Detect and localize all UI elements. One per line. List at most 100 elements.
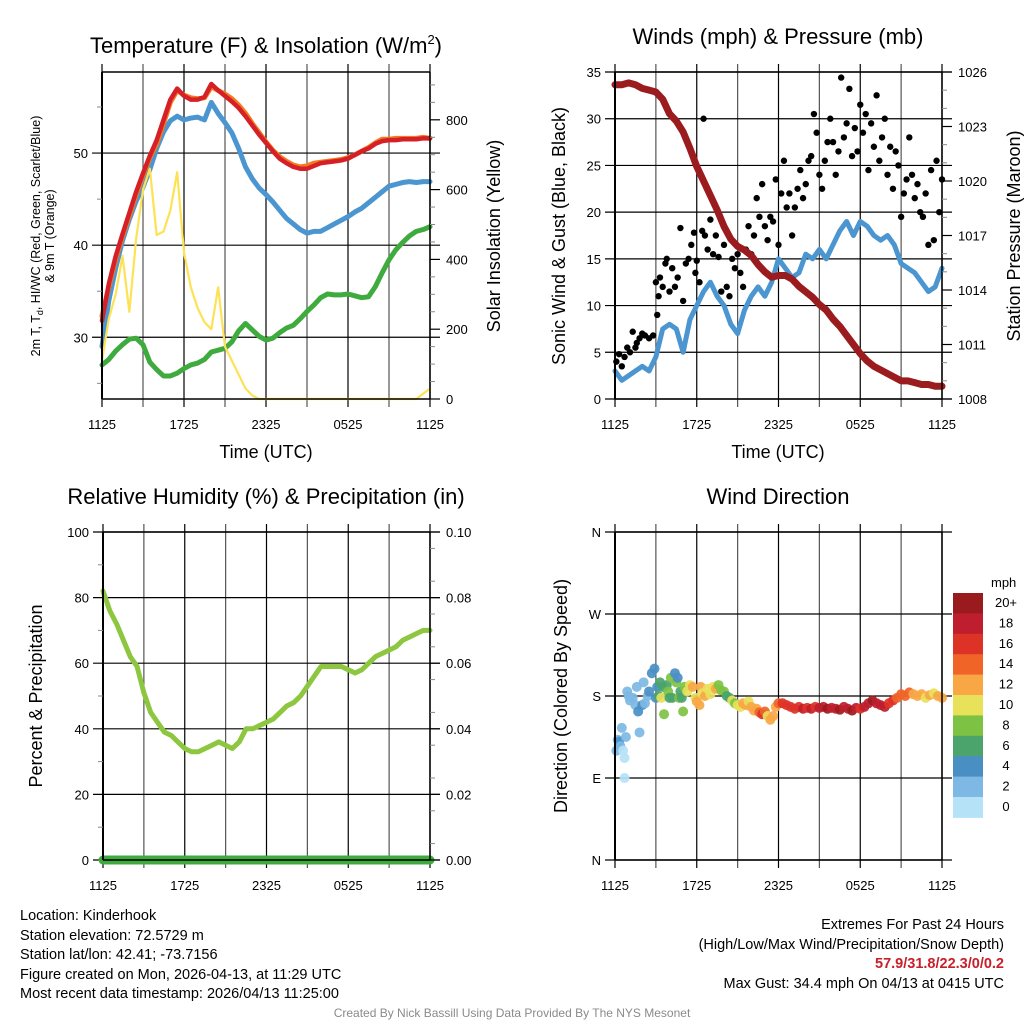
x-tick-label: 1125 bbox=[601, 417, 629, 432]
legend-swatch bbox=[953, 674, 983, 696]
gust-point bbox=[659, 283, 666, 291]
legend-label: 8 bbox=[1002, 717, 1009, 732]
pressure-y-axis-label: Station Pressure (Maroon) bbox=[1004, 130, 1024, 341]
y-tick-label: W bbox=[589, 607, 602, 622]
x-tick-label: 2325 bbox=[764, 878, 793, 893]
gust-point bbox=[797, 166, 804, 174]
wind-direction-point bbox=[649, 663, 660, 674]
gust-point bbox=[745, 222, 752, 230]
gust-point bbox=[690, 229, 698, 236]
humidity-title: Relative Humidity (%) & Precipitation (i… bbox=[67, 484, 464, 509]
legend-swatch bbox=[953, 654, 983, 676]
legend-swatch bbox=[953, 593, 983, 614]
temperature-title: Temperature (F) & Insolation (W/m2) bbox=[90, 32, 442, 58]
winds-y-axis-label: Sonic Wind & Gust (Blue, Black) bbox=[549, 107, 569, 365]
sonic-wind-line bbox=[612, 218, 945, 383]
gust-point bbox=[917, 208, 924, 216]
gust-point bbox=[846, 85, 853, 93]
y-tick-label: 60 bbox=[75, 656, 89, 671]
x-tick-label: 2325 bbox=[252, 878, 281, 893]
gust-point bbox=[707, 216, 714, 223]
gust-point bbox=[829, 138, 837, 146]
wind-direction-point bbox=[687, 681, 698, 692]
gust-point bbox=[786, 190, 793, 197]
gust-point bbox=[892, 148, 899, 155]
wind-direction-point bbox=[619, 752, 630, 763]
gust-point bbox=[669, 265, 676, 272]
y-tick-label: 20 bbox=[587, 205, 601, 220]
gust-point bbox=[808, 152, 815, 160]
legend-label: 0 bbox=[1002, 799, 1009, 814]
gust-point bbox=[671, 283, 679, 291]
gust-point bbox=[666, 288, 673, 295]
location-text: Location: Kinderhook bbox=[20, 908, 157, 924]
wind-direction-point bbox=[672, 672, 683, 683]
gust-point bbox=[914, 180, 921, 188]
x-tick-label: 1125 bbox=[89, 878, 117, 893]
y-tick-label: 30 bbox=[74, 330, 88, 345]
gust-point bbox=[688, 241, 695, 249]
wind-direction-point bbox=[616, 722, 627, 733]
wind-direction-point bbox=[694, 700, 705, 711]
gust-point bbox=[712, 232, 720, 239]
legend-swatch bbox=[953, 797, 983, 818]
gust-point bbox=[936, 208, 943, 216]
y2-tick-label: 200 bbox=[446, 322, 468, 337]
gust-point bbox=[805, 157, 812, 164]
gust-point bbox=[685, 255, 692, 263]
x-tick-label: 1125 bbox=[416, 417, 444, 432]
station-info: Location: Kinderhook Station elevation: … bbox=[20, 907, 341, 1005]
y2-tick-label: 0.10 bbox=[446, 525, 471, 540]
y-tick-label: 25 bbox=[587, 158, 601, 173]
gust-point bbox=[857, 101, 864, 108]
y-tick-label: 0 bbox=[594, 392, 601, 407]
gust-point bbox=[764, 236, 771, 244]
gust-point bbox=[679, 297, 687, 305]
gust-point bbox=[720, 241, 728, 249]
gust-point bbox=[778, 190, 785, 197]
gust-point bbox=[692, 269, 699, 277]
gust-point bbox=[780, 157, 788, 164]
dewpoint-line bbox=[99, 224, 433, 379]
wind-direction-point bbox=[644, 686, 655, 697]
x-tick-label: 0525 bbox=[334, 417, 363, 432]
gust-point bbox=[704, 246, 711, 253]
gust-point bbox=[655, 293, 662, 300]
winds-marks bbox=[611, 74, 946, 390]
x-tick-label: 1725 bbox=[682, 878, 711, 893]
gust-point bbox=[788, 232, 796, 239]
y-tick-label: 30 bbox=[587, 112, 601, 127]
gust-point bbox=[919, 213, 927, 221]
humidity-y-axis-label: Percent & Precipitation bbox=[26, 604, 46, 787]
gust-point bbox=[772, 176, 779, 183]
gust-point bbox=[791, 204, 799, 211]
y2-tick-label: 1023 bbox=[958, 120, 987, 135]
gust-point bbox=[794, 185, 801, 192]
gust-point bbox=[876, 157, 883, 164]
x-tick-label: 0525 bbox=[846, 878, 875, 893]
y2-tick-label: 1017 bbox=[958, 229, 987, 244]
gust-point bbox=[696, 279, 703, 286]
x-tick-label: 1125 bbox=[601, 878, 629, 893]
humidity-grid bbox=[93, 524, 440, 868]
wind-direction-point bbox=[620, 732, 631, 742]
gust-point bbox=[663, 255, 670, 263]
y2-tick-label: 0 bbox=[446, 392, 453, 407]
gust-point bbox=[908, 171, 916, 178]
gust-point bbox=[900, 190, 908, 197]
legend-swatch bbox=[953, 633, 983, 655]
winds-axes: 1125 1725 2325 0525 112505101520253035100810… bbox=[587, 65, 987, 432]
gust-point bbox=[629, 328, 636, 335]
gust-point bbox=[618, 363, 626, 370]
temperature-y-axis-label: 2m T, Td, HI/WC (Red, Green, Scarlet/Blu… bbox=[29, 116, 45, 357]
gust-point bbox=[911, 194, 918, 202]
y2-tick-label: 0.00 bbox=[446, 853, 471, 868]
gust-point bbox=[903, 176, 910, 183]
latest-timestamp-text: Most recent data timestamp: 2026/04/13 1… bbox=[20, 986, 339, 1002]
pressure-line bbox=[611, 79, 946, 390]
gust-point bbox=[887, 143, 894, 150]
gust-point bbox=[816, 171, 823, 178]
y-tick-label: 15 bbox=[587, 252, 601, 267]
y2-tick-label: 0.08 bbox=[446, 591, 471, 606]
gust-point bbox=[731, 265, 739, 272]
